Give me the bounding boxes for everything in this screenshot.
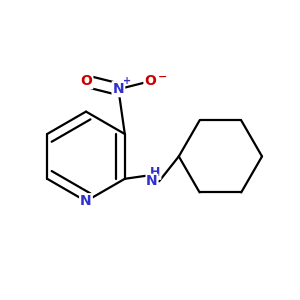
Text: N: N bbox=[146, 174, 158, 188]
Text: N: N bbox=[112, 82, 124, 96]
Text: +: + bbox=[123, 76, 131, 86]
Text: −: − bbox=[158, 71, 167, 81]
Text: O: O bbox=[80, 74, 92, 88]
Text: H: H bbox=[150, 166, 160, 179]
Text: O: O bbox=[145, 74, 156, 88]
Text: N: N bbox=[80, 194, 92, 208]
